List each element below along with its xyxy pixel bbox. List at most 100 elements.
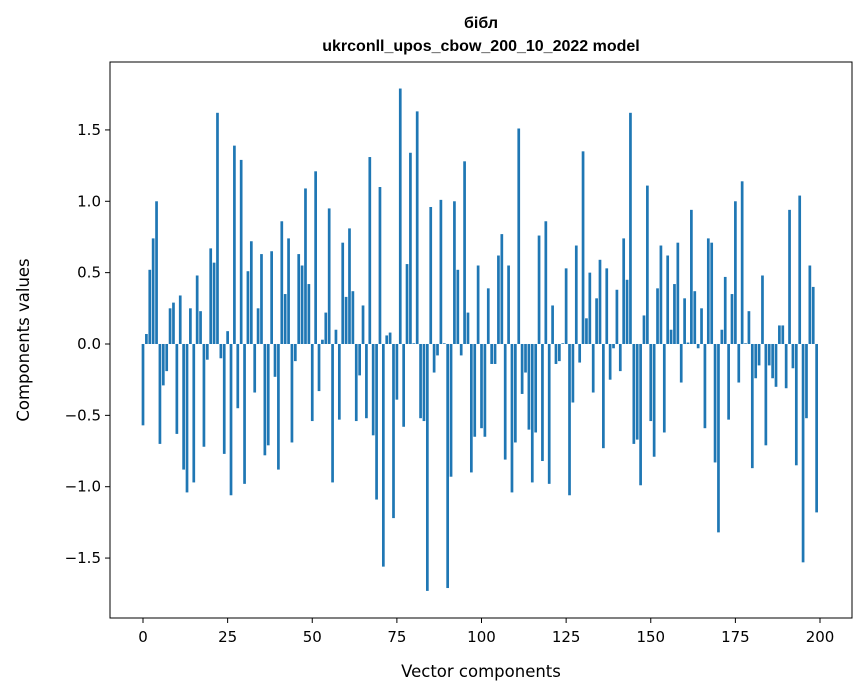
bar-35: [260, 254, 263, 344]
bar-138: [608, 343, 612, 380]
bar-80: [412, 343, 416, 344]
bar-19: [205, 343, 209, 360]
bar-20: [209, 248, 213, 344]
bar-85: [429, 206, 433, 344]
x-tick-label: 175: [721, 628, 750, 646]
bar-197: [808, 265, 812, 344]
bar-27: [233, 145, 236, 344]
bar-153: [659, 245, 663, 344]
bar-17: [199, 311, 202, 344]
bar-56: [331, 343, 334, 483]
bar-10: [175, 343, 179, 434]
bar-69: [375, 343, 378, 500]
bar-38: [270, 251, 273, 344]
bar-33: [253, 343, 257, 393]
bar-99: [476, 265, 480, 344]
bar-133: [591, 343, 595, 393]
y-axis-label: Components values: [14, 258, 33, 421]
bar-120: [547, 343, 551, 484]
x-tick-label: 75: [387, 628, 406, 646]
bar-144: [629, 112, 632, 344]
bar-173: [727, 343, 730, 420]
bar-11: [178, 295, 182, 344]
bar-192: [791, 343, 795, 369]
bar-117: [537, 235, 541, 344]
bar-94: [459, 343, 463, 356]
bar-112: [520, 343, 524, 394]
bar-118: [541, 343, 544, 462]
bar-154: [662, 343, 666, 433]
bar-79: [409, 152, 412, 344]
bar-148: [642, 315, 646, 344]
x-tick-label: 25: [218, 628, 237, 646]
bar-108: [507, 265, 510, 344]
bar-172: [723, 276, 727, 344]
bar-74: [392, 343, 395, 519]
bar-36: [263, 343, 267, 456]
y-tick-label: −1.0: [65, 478, 101, 496]
bar-100: [480, 343, 483, 429]
x-tick-label: 125: [552, 628, 581, 646]
bar-179: [747, 311, 751, 344]
y-tick-label: 1.5: [77, 121, 101, 139]
bar-3: [151, 238, 155, 344]
bar-104: [493, 343, 497, 364]
y-tick-label: 0.5: [77, 264, 101, 282]
bar-160: [683, 298, 686, 344]
bar-168: [710, 242, 714, 344]
bar-61: [348, 228, 351, 344]
bar-163: [693, 291, 697, 344]
bar-81: [415, 111, 419, 344]
bar-48: [304, 188, 307, 344]
bar-169: [713, 343, 717, 463]
chart-title: бібл: [464, 15, 498, 32]
bar-140: [615, 289, 619, 344]
bar-113: [524, 343, 527, 373]
bar-184: [764, 343, 768, 446]
bar-75: [395, 343, 399, 400]
bar-147: [639, 343, 642, 486]
bar-114: [527, 343, 531, 430]
bar-123: [558, 343, 561, 362]
bar-101: [483, 343, 487, 437]
bar-29: [239, 159, 243, 344]
bar-143: [625, 279, 629, 344]
bar-103: [490, 343, 494, 364]
bar-198: [811, 286, 815, 344]
bar-141: [618, 343, 622, 372]
bar-142: [622, 238, 626, 344]
bar-73: [388, 332, 392, 344]
bar-88: [439, 199, 443, 344]
bar-21: [212, 262, 216, 344]
bar-50: [310, 343, 314, 422]
bar-26: [229, 343, 233, 496]
bar-136: [602, 343, 605, 449]
bar-72: [385, 335, 389, 344]
bar-59: [341, 242, 345, 344]
bar-111: [517, 128, 521, 344]
bar-24: [222, 343, 226, 454]
bar-116: [534, 343, 538, 433]
bar-159: [679, 343, 683, 383]
bar-102: [486, 288, 490, 344]
bar-131: [585, 318, 588, 344]
bar-90: [446, 343, 450, 589]
bar-193: [794, 343, 798, 466]
bar-86: [432, 343, 436, 373]
bar-68: [371, 343, 375, 436]
bar-0: [141, 343, 145, 426]
x-tick-label: 100: [467, 628, 496, 646]
bar-189: [781, 325, 785, 344]
bar-1: [145, 334, 148, 344]
bar-83: [422, 343, 426, 422]
bar-125: [564, 268, 568, 344]
bar-188: [778, 325, 781, 344]
bar-22: [216, 112, 219, 344]
bar-194: [798, 195, 802, 344]
bar-176: [737, 343, 741, 383]
bar-128: [574, 245, 578, 344]
bar-127: [571, 343, 575, 403]
y-tick-label: −0.5: [65, 406, 101, 424]
bar-4: [155, 201, 158, 344]
bar-32: [249, 241, 253, 344]
